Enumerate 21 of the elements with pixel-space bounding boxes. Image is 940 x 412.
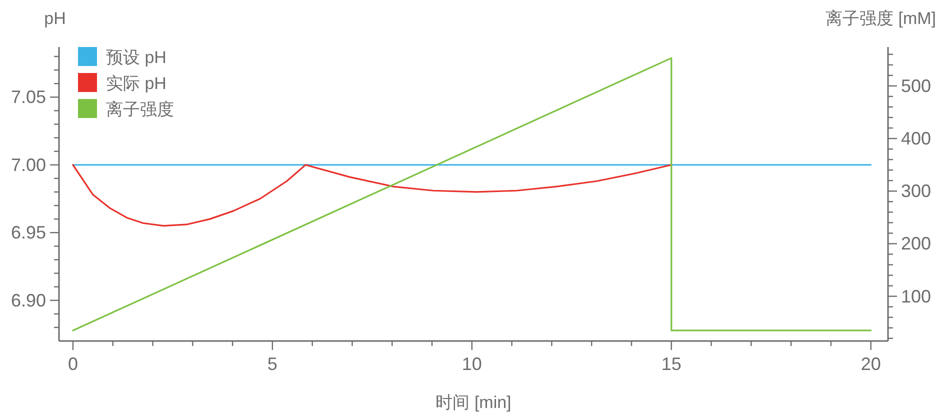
y2-tick-label: 100	[901, 286, 932, 306]
y-tick-label: 6.90	[10, 290, 46, 310]
legend-label: 预设 pH	[106, 48, 166, 67]
legend-label: 离子强度	[106, 100, 174, 119]
x-tick-label: 0	[68, 354, 78, 374]
x-tick-label: 5	[267, 354, 278, 374]
y-tick-label: 7.00	[10, 154, 46, 175]
y-axis-title: pH	[44, 9, 66, 28]
y-tick-label: 7.05	[10, 87, 46, 108]
x-tick-label: 20	[860, 354, 881, 374]
legend-label: 实际 pH	[106, 74, 166, 93]
y2-axis-title: 离子强度 [mM]	[826, 9, 936, 28]
x-tick-label: 15	[661, 354, 682, 374]
line-series	[72, 164, 672, 227]
x-axis-title: 时间 [min]	[436, 393, 512, 412]
y2-tick-label: 400	[901, 128, 932, 149]
y-tick-label: 6.95	[10, 222, 46, 243]
y2-tick-label: 200	[901, 234, 932, 254]
y2-tick-label: 500	[901, 76, 932, 96]
x-tick-label: 10	[462, 354, 482, 374]
y2-tick-label: 300	[901, 181, 932, 202]
